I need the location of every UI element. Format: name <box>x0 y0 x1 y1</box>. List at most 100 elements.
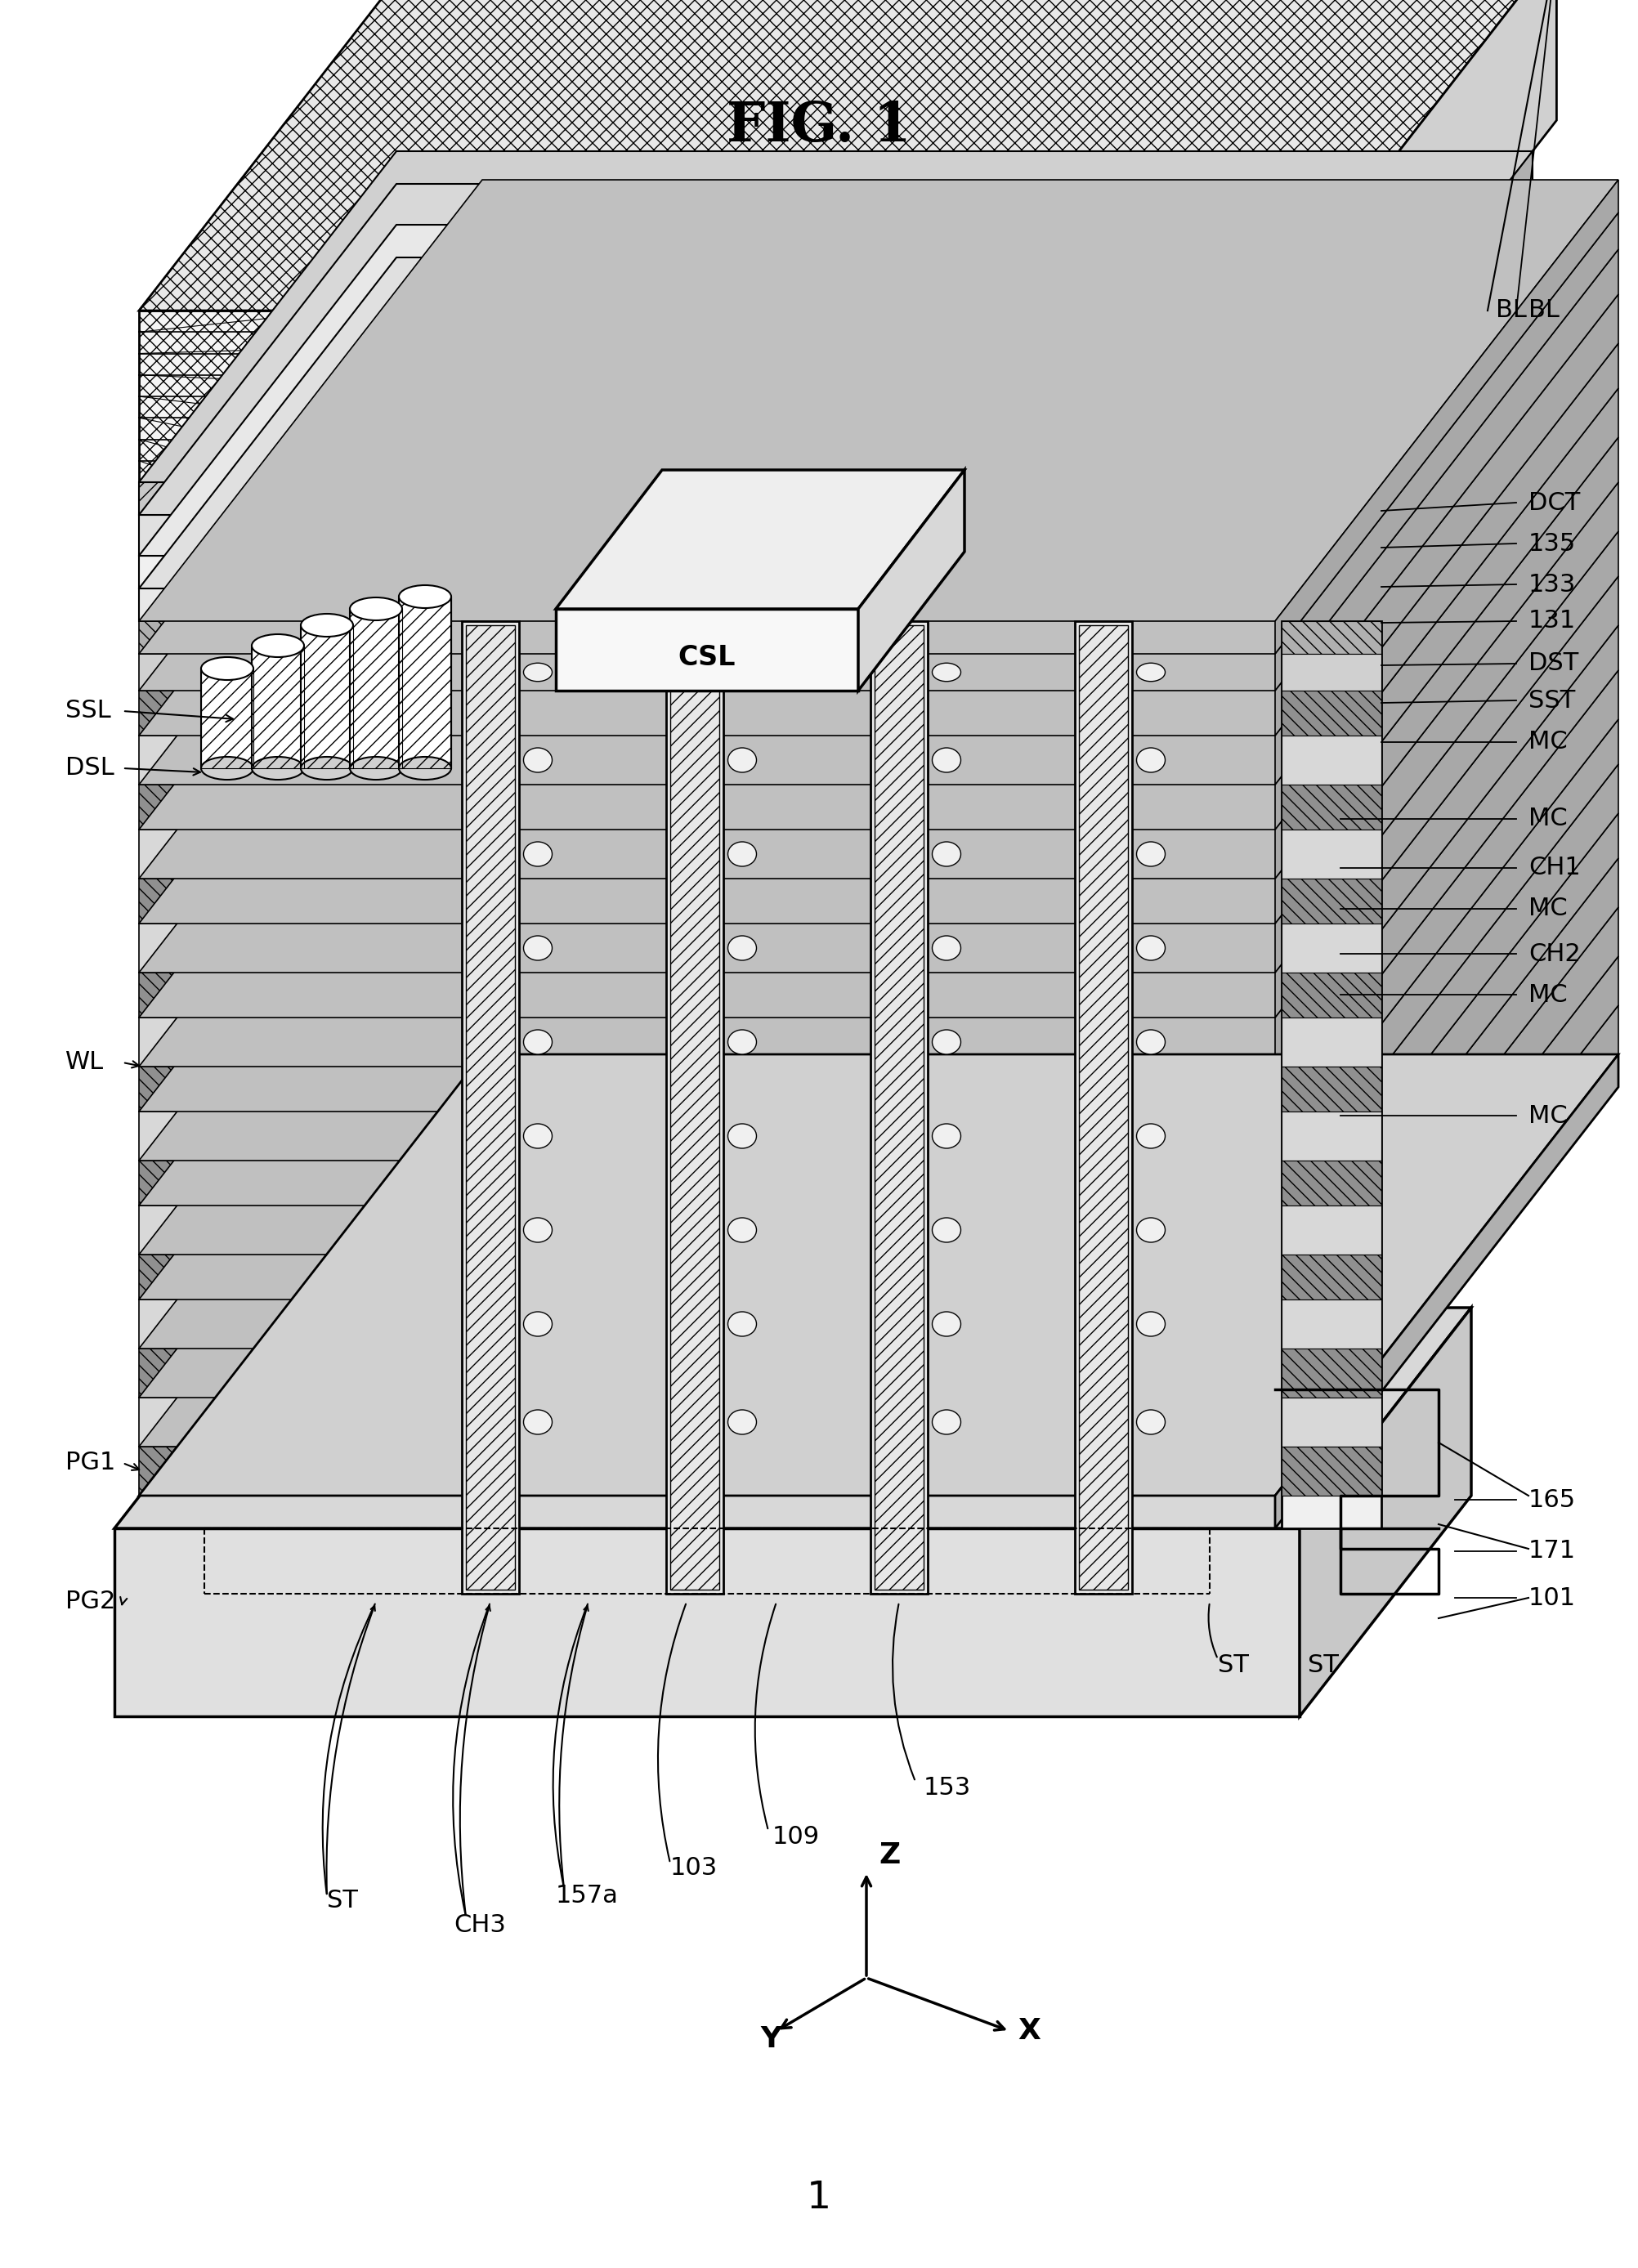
Text: MC: MC <box>1528 896 1568 921</box>
Text: SSL: SSL <box>66 699 111 723</box>
Polygon shape <box>1274 764 1618 1254</box>
Polygon shape <box>139 515 1274 556</box>
Text: 135: 135 <box>1528 531 1576 556</box>
Polygon shape <box>139 1447 1274 1495</box>
Polygon shape <box>139 857 1618 1300</box>
Polygon shape <box>1274 295 1618 785</box>
Text: 1: 1 <box>806 2180 832 2216</box>
Text: CSL: CSL <box>678 644 735 671</box>
Polygon shape <box>1274 342 1618 830</box>
Polygon shape <box>1274 669 1618 1161</box>
Text: 153: 153 <box>924 1776 971 1801</box>
Text: X: X <box>1017 2016 1040 2046</box>
Polygon shape <box>1274 438 1618 923</box>
Polygon shape <box>139 1495 1274 1529</box>
Ellipse shape <box>301 615 354 637</box>
Polygon shape <box>139 621 1274 653</box>
Polygon shape <box>1274 576 1618 1066</box>
Ellipse shape <box>524 1030 552 1055</box>
Ellipse shape <box>932 937 962 959</box>
Polygon shape <box>139 0 1556 311</box>
Text: PG1: PG1 <box>66 1452 116 1474</box>
Ellipse shape <box>252 635 305 658</box>
Polygon shape <box>1281 1111 1381 1161</box>
Ellipse shape <box>201 658 254 680</box>
Polygon shape <box>1274 957 1618 1447</box>
Polygon shape <box>139 438 1618 878</box>
Text: DCT: DCT <box>1528 490 1581 515</box>
Polygon shape <box>139 152 1533 483</box>
Polygon shape <box>1274 179 1618 653</box>
Text: PG2: PG2 <box>66 1590 116 1615</box>
Polygon shape <box>301 626 354 769</box>
Polygon shape <box>555 469 965 608</box>
Text: DST: DST <box>1528 651 1579 676</box>
Text: WL: WL <box>66 1050 103 1075</box>
Polygon shape <box>139 1055 1618 1495</box>
Polygon shape <box>1274 907 1618 1397</box>
Ellipse shape <box>400 758 450 780</box>
Text: MC: MC <box>1528 730 1568 753</box>
Ellipse shape <box>524 841 552 866</box>
Polygon shape <box>139 556 1274 587</box>
Polygon shape <box>555 608 858 692</box>
Polygon shape <box>139 1111 1274 1161</box>
Text: MC: MC <box>1528 807 1568 830</box>
Ellipse shape <box>932 1311 962 1336</box>
Text: CH3: CH3 <box>454 1912 506 1937</box>
Ellipse shape <box>301 758 354 780</box>
Polygon shape <box>1281 692 1381 735</box>
Ellipse shape <box>1137 748 1165 773</box>
Polygon shape <box>139 342 1618 785</box>
Polygon shape <box>1281 653 1381 692</box>
Polygon shape <box>1075 621 1132 1594</box>
Polygon shape <box>139 184 1533 515</box>
Polygon shape <box>1274 0 1556 483</box>
Polygon shape <box>870 621 927 1594</box>
Text: 133: 133 <box>1528 572 1576 596</box>
Polygon shape <box>351 608 403 769</box>
Polygon shape <box>667 621 724 1594</box>
Polygon shape <box>139 692 1274 735</box>
Polygon shape <box>139 1254 1274 1300</box>
Ellipse shape <box>524 1411 552 1433</box>
Polygon shape <box>1274 531 1618 1018</box>
Polygon shape <box>1274 483 1618 973</box>
Polygon shape <box>139 483 1618 923</box>
Ellipse shape <box>932 1218 962 1243</box>
Ellipse shape <box>1137 1030 1165 1055</box>
Polygon shape <box>139 973 1274 1018</box>
Ellipse shape <box>932 1411 962 1433</box>
Ellipse shape <box>727 1411 757 1433</box>
Ellipse shape <box>524 1311 552 1336</box>
Ellipse shape <box>252 758 305 780</box>
Ellipse shape <box>1137 937 1165 959</box>
Text: DSL: DSL <box>66 758 115 780</box>
Polygon shape <box>1281 1397 1381 1447</box>
Polygon shape <box>139 1005 1618 1447</box>
Polygon shape <box>1274 719 1618 1207</box>
Ellipse shape <box>351 596 403 621</box>
Polygon shape <box>1281 785 1381 830</box>
Polygon shape <box>139 626 1618 1066</box>
Polygon shape <box>201 669 254 769</box>
Polygon shape <box>139 531 1618 973</box>
Polygon shape <box>139 249 1618 692</box>
Ellipse shape <box>932 841 962 866</box>
Polygon shape <box>400 596 450 769</box>
Ellipse shape <box>524 1123 552 1148</box>
Text: 171: 171 <box>1528 1540 1576 1563</box>
Polygon shape <box>1281 923 1381 973</box>
Ellipse shape <box>727 1311 757 1336</box>
Polygon shape <box>139 878 1274 923</box>
Polygon shape <box>139 957 1618 1397</box>
Polygon shape <box>139 1161 1274 1207</box>
Polygon shape <box>1281 1300 1381 1349</box>
Polygon shape <box>1281 1447 1381 1495</box>
Text: ST: ST <box>1219 1653 1248 1678</box>
Polygon shape <box>1274 814 1618 1300</box>
Text: 109: 109 <box>773 1826 821 1848</box>
Text: 101: 101 <box>1528 1585 1576 1610</box>
Polygon shape <box>139 1349 1274 1397</box>
Polygon shape <box>858 469 965 692</box>
